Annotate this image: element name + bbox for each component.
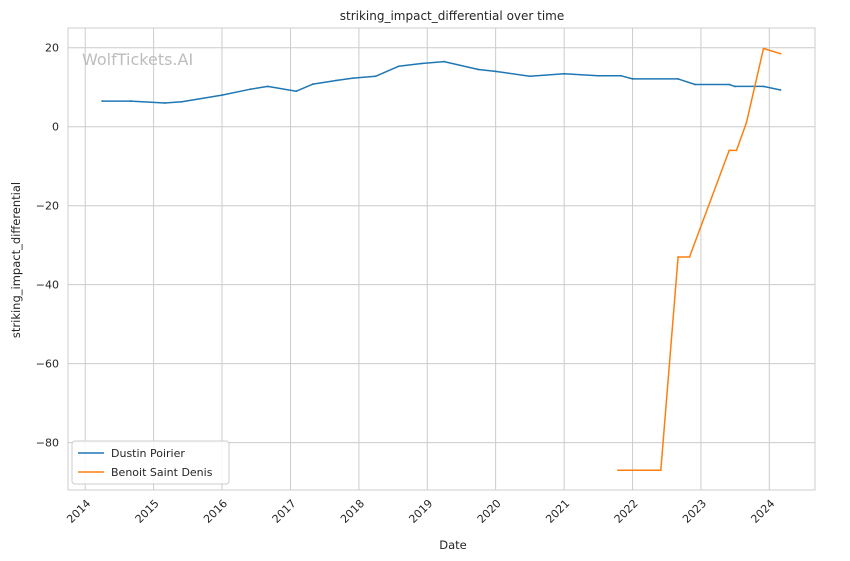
data-point-dustin-poirier <box>694 83 697 86</box>
y-tick-label: 20 <box>45 42 59 55</box>
data-point-benoit-saint-denis <box>735 149 738 152</box>
y-axis-title: striking_impact_differential <box>9 182 23 338</box>
data-point-dustin-poirier <box>779 89 782 91</box>
y-tick-label: −40 <box>36 279 59 292</box>
data-point-benoit-saint-denis <box>762 47 765 50</box>
data-point-dustin-poirier <box>295 90 298 93</box>
data-point-benoit-saint-denis <box>659 469 662 472</box>
y-tick-label: −80 <box>36 437 59 450</box>
data-point-dustin-poirier <box>528 75 531 78</box>
data-point-dustin-poirier <box>733 85 736 88</box>
data-point-dustin-poirier <box>180 100 183 103</box>
data-point-dustin-poirier <box>597 74 599 77</box>
data-point-dustin-poirier <box>563 72 566 75</box>
data-point-dustin-poirier <box>443 60 446 63</box>
legend-label-dustin-poirier: Dustin Poirier <box>111 447 185 460</box>
data-point-dustin-poirier <box>221 94 223 97</box>
y-tick-label: −20 <box>36 200 59 213</box>
y-tick-label: 0 <box>52 121 59 134</box>
data-point-dustin-poirier <box>163 102 166 104</box>
data-point-dustin-poirier <box>352 77 354 80</box>
plot-area <box>67 27 816 491</box>
data-point-dustin-poirier <box>129 100 132 102</box>
watermark: WolfTickets.AI <box>82 50 193 69</box>
data-point-dustin-poirier <box>728 83 731 86</box>
legend-label-benoit-saint-denis: Benoit Saint Denis <box>111 466 213 479</box>
y-tick-label: −60 <box>36 358 59 371</box>
data-point-dustin-poirier <box>762 85 765 88</box>
y-axis: 20 0 −20 −40 −60 −80 <box>36 42 59 450</box>
data-point-dustin-poirier <box>494 70 497 73</box>
x-axis-title: Date <box>439 538 467 552</box>
chart-title: striking_impact_differential over time <box>340 9 565 23</box>
legend: Dustin Poirier Benoit Saint Denis <box>71 440 230 485</box>
data-point-dustin-poirier <box>374 75 377 78</box>
series-line-dustin-poirier <box>102 60 781 104</box>
data-point-benoit-saint-denis <box>617 469 619 472</box>
series-layer <box>101 47 782 472</box>
data-point-dustin-poirier <box>397 65 400 68</box>
data-point-dustin-poirier <box>101 100 103 102</box>
data-point-benoit-saint-denis <box>688 256 691 258</box>
data-point-dustin-poirier <box>249 88 252 91</box>
data-point-benoit-saint-denis <box>677 256 679 258</box>
data-point-dustin-poirier <box>631 78 634 80</box>
data-point-dustin-poirier <box>312 83 314 85</box>
data-point-benoit-saint-denis <box>779 52 782 55</box>
data-point-dustin-poirier <box>677 78 679 80</box>
data-point-benoit-saint-denis <box>728 149 731 152</box>
data-point-dustin-poirier <box>620 74 623 77</box>
data-point-benoit-saint-denis <box>745 121 748 124</box>
data-point-dustin-poirier <box>335 79 337 82</box>
legend-box <box>71 440 230 485</box>
data-point-dustin-poirier <box>477 68 480 71</box>
data-point-dustin-poirier <box>420 62 423 65</box>
grid <box>68 28 815 490</box>
data-point-dustin-poirier <box>266 85 269 88</box>
